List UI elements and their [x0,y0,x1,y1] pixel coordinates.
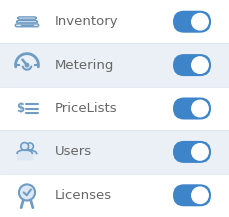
FancyBboxPatch shape [0,87,229,130]
FancyBboxPatch shape [173,97,211,120]
Text: Users: Users [55,145,92,158]
FancyBboxPatch shape [0,174,229,217]
FancyBboxPatch shape [15,24,39,27]
FancyBboxPatch shape [16,21,37,23]
Circle shape [192,57,208,73]
FancyBboxPatch shape [18,17,36,19]
Circle shape [26,143,33,150]
FancyBboxPatch shape [173,141,211,163]
Circle shape [21,143,29,150]
FancyBboxPatch shape [173,11,211,33]
Circle shape [19,184,35,201]
Circle shape [192,144,208,160]
Circle shape [25,63,29,67]
FancyBboxPatch shape [173,54,211,76]
Circle shape [192,187,208,204]
FancyBboxPatch shape [0,130,229,174]
Circle shape [192,13,208,30]
Circle shape [192,100,208,117]
FancyBboxPatch shape [0,0,229,43]
FancyBboxPatch shape [173,184,211,206]
Text: PriceLists: PriceLists [55,102,118,115]
Text: Licenses: Licenses [55,189,112,202]
Text: $: $ [16,102,24,115]
Text: Metering: Metering [55,59,114,72]
FancyBboxPatch shape [0,43,229,87]
Text: Inventory: Inventory [55,15,119,28]
